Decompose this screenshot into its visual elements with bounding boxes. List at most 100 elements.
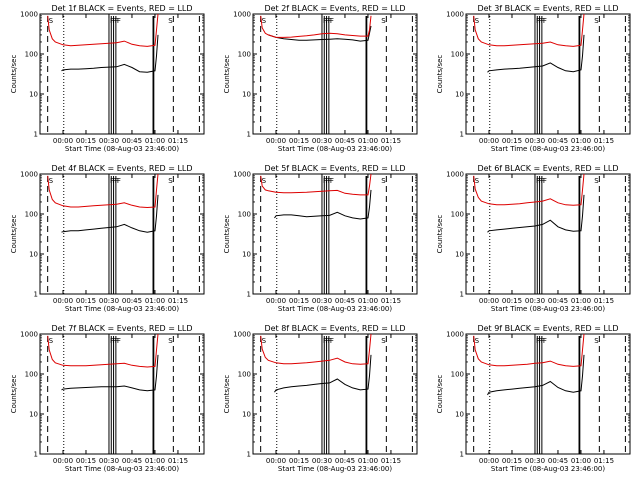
x-axis-label: Start Time (08-Aug-03 23:46:00) — [491, 465, 605, 473]
flag-label: S — [262, 17, 267, 25]
x-tick-label: 01:00 — [358, 457, 378, 465]
flag-label: S — [49, 337, 54, 345]
x-tick-label: 00:30 — [99, 457, 119, 465]
y-tick-label: 10 — [29, 91, 38, 99]
plot-frame — [252, 173, 418, 295]
y-axis-label: Counts/sec — [223, 55, 231, 94]
y-axis-label: Counts/sec — [436, 55, 444, 94]
x-tick-label: 00:15 — [289, 137, 309, 145]
y-axis-label: Counts/sec — [223, 375, 231, 414]
plot-frame — [465, 173, 631, 295]
y-axis-label: Counts/sec — [436, 215, 444, 254]
x-axis-label: Start Time (08-Aug-03 23:46:00) — [65, 145, 179, 153]
events-series-line — [274, 354, 372, 393]
x-tick-label: 00:15 — [76, 297, 96, 305]
y-tick-label: 100 — [451, 371, 464, 379]
y-tick-label: 1 — [247, 451, 251, 459]
lld-series-line — [260, 173, 372, 196]
y-axis-label: Counts/sec — [223, 215, 231, 254]
x-tick-label: 00:15 — [289, 297, 309, 305]
y-tick-label: 1000 — [233, 11, 251, 19]
flag-label: F — [323, 17, 327, 25]
x-axis-label: Start Time (08-Aug-03 23:46:00) — [65, 305, 179, 313]
flag-label: S — [475, 17, 480, 25]
y-tick-label: 10 — [242, 91, 251, 99]
plot-frame — [465, 333, 631, 455]
x-tick-label: 00:00 — [479, 137, 499, 145]
lld-series-line — [473, 13, 585, 47]
x-tick-label: 00:45 — [335, 297, 355, 305]
x-tick-label: 00:45 — [548, 137, 568, 145]
y-axis-label: Counts/sec — [10, 215, 18, 254]
plot-frame — [465, 13, 631, 135]
flag-label: F — [536, 177, 540, 185]
flag-label: F — [117, 337, 121, 345]
x-tick-label: 00:45 — [122, 137, 142, 145]
y-tick-label: 100 — [25, 211, 38, 219]
flag-label: F — [110, 177, 114, 185]
flag-label: F — [536, 17, 540, 25]
flag-label: S — [262, 337, 267, 345]
panel-title: Det 1f BLACK = Events, RED = LLD — [51, 4, 192, 13]
flag-label: S — [594, 177, 599, 185]
y-axis-label: Counts/sec — [10, 55, 18, 94]
flag-label: F — [328, 17, 332, 25]
panel-title: Det 8f BLACK = Events, RED = LLD — [264, 324, 405, 333]
flag-label: F — [543, 337, 547, 345]
y-tick-label: 1 — [460, 451, 464, 459]
flag-label: S — [168, 17, 173, 25]
x-tick-label: 00:15 — [502, 137, 522, 145]
x-tick-label: 00:45 — [335, 457, 355, 465]
panel-title: Det 6f BLACK = Events, RED = LLD — [477, 164, 618, 173]
flag-label: F — [330, 177, 334, 185]
detector-panel: Det 4f BLACK = Events, RED = LLD 1 10 100 10… — [10, 164, 205, 313]
x-tick-label: 01:15 — [594, 137, 614, 145]
x-tick-label: 00:30 — [525, 457, 545, 465]
y-tick-label: 1 — [247, 291, 251, 299]
flag-label: F — [538, 17, 542, 25]
x-tick-label: 00:30 — [525, 137, 545, 145]
y-tick-label: 1 — [247, 131, 251, 139]
x-tick-label: 00:15 — [502, 297, 522, 305]
flag-label: S — [49, 17, 54, 25]
detector-panel: Det 3f BLACK = Events, RED = LLD 1 10 100 10… — [436, 4, 631, 153]
x-tick-label: 01:00 — [145, 457, 165, 465]
x-axis-label: Start Time (08-Aug-03 23:46:00) — [491, 145, 605, 153]
flag-label: S — [381, 337, 386, 345]
y-tick-label: 10 — [242, 251, 251, 259]
flag-label: F — [538, 337, 542, 345]
y-tick-label: 100 — [25, 371, 38, 379]
x-tick-label: 00:30 — [312, 137, 332, 145]
x-tick-label: 00:30 — [99, 297, 119, 305]
lld-series-line — [260, 15, 372, 38]
x-tick-label: 00:45 — [335, 137, 355, 145]
events-series-line — [61, 354, 159, 392]
x-tick-label: 00:00 — [266, 457, 286, 465]
y-tick-label: 10 — [29, 251, 38, 259]
panel-title: Det 7f BLACK = Events, RED = LLD — [51, 324, 192, 333]
y-tick-label: 10 — [455, 251, 464, 259]
y-tick-label: 1000 — [20, 11, 38, 19]
y-axis-label: Counts/sec — [10, 375, 18, 414]
flag-label: F — [325, 177, 329, 185]
flag-label: F — [541, 337, 545, 345]
detector-panel: Det 5f BLACK = Events, RED = LLD 1 10 100 10… — [223, 164, 418, 313]
flag-label: F — [110, 337, 114, 345]
y-tick-label: 1000 — [20, 171, 38, 179]
x-tick-label: 00:00 — [266, 137, 286, 145]
plot-frame — [39, 333, 205, 455]
panel-title: Det 4f BLACK = Events, RED = LLD — [51, 164, 192, 173]
y-tick-label: 10 — [242, 411, 251, 419]
x-tick-label: 01:00 — [571, 137, 591, 145]
x-tick-label: 01:15 — [168, 457, 188, 465]
flag-label: F — [115, 17, 119, 25]
lld-series-line — [473, 173, 585, 206]
y-tick-label: 1 — [34, 291, 38, 299]
y-tick-label: 1000 — [20, 331, 38, 339]
x-tick-label: 00:00 — [479, 297, 499, 305]
lld-series-line — [473, 333, 585, 367]
x-tick-label: 00:45 — [548, 457, 568, 465]
plot-frame — [39, 13, 205, 135]
flag-label: F — [328, 177, 332, 185]
detector-panel: Det 1f BLACK = Events, RED = LLD 1 10 100 10… — [10, 4, 205, 153]
